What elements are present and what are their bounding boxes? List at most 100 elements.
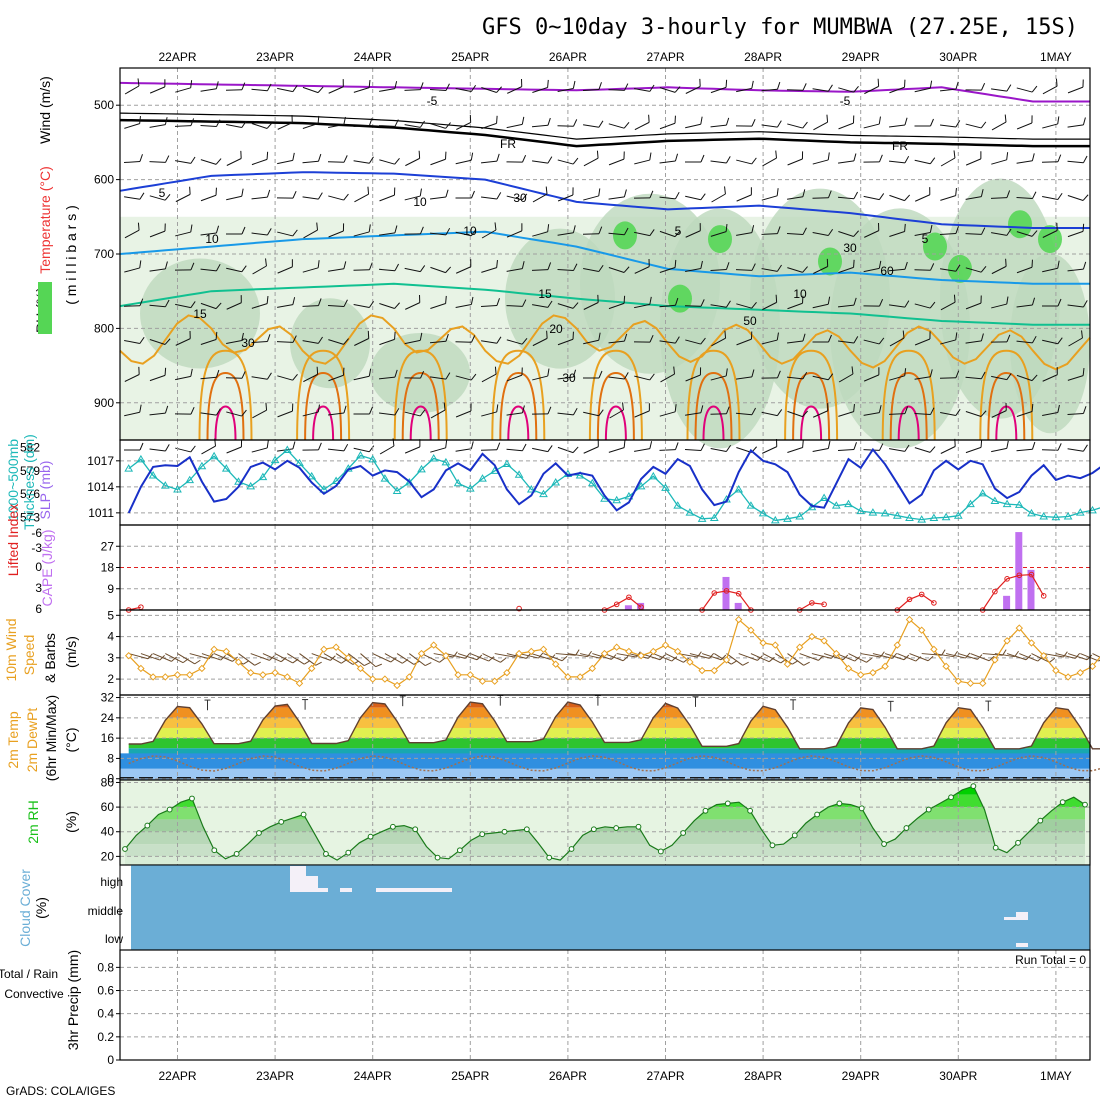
barb-flag <box>775 150 777 159</box>
barb-staff <box>226 195 242 201</box>
wind-speed-point <box>185 671 194 679</box>
barb-staff <box>736 303 752 309</box>
upper-wind-barb <box>252 402 268 419</box>
upper-wind-barb <box>1016 259 1033 274</box>
wind-speed-point <box>1015 624 1024 632</box>
upper-wind-barb <box>634 258 650 274</box>
barb-flag <box>775 294 778 303</box>
barb-staff <box>302 411 319 417</box>
barb-staff <box>226 123 242 129</box>
barb-flag <box>827 440 831 449</box>
barb-staff <box>430 158 446 166</box>
barb-flag <box>165 155 170 163</box>
upper-wind-barb <box>430 151 447 166</box>
barb-staff <box>327 412 345 416</box>
barb-staff <box>1067 412 1084 416</box>
upper-wind-barb <box>888 406 909 415</box>
upper-wind-barb <box>786 227 807 236</box>
boundary-layer-isotherm <box>784 349 839 441</box>
barb-staff <box>506 448 523 452</box>
upper-wind-barb <box>1016 115 1033 130</box>
boundary-layer-isotherm <box>491 349 546 441</box>
chart-title: GFS 0~10day 3-hourly for MUMBWA (27.25E,… <box>482 15 1078 40</box>
barb-staff <box>583 157 599 167</box>
barb-flag <box>215 225 220 234</box>
barb-staff <box>710 231 727 237</box>
wind-speed-point <box>832 649 841 658</box>
upper-wind-barb <box>940 264 961 272</box>
barb-staff <box>965 340 982 344</box>
upper-wind-barb <box>889 444 910 452</box>
upper-wind-barb <box>353 300 375 309</box>
upper-wind-barb <box>863 116 881 129</box>
upper-wind-barb <box>226 409 247 417</box>
barb-staff <box>152 653 172 662</box>
barb-flag <box>929 157 936 165</box>
barb-flag <box>1006 440 1009 449</box>
thickness-line <box>128 449 1100 522</box>
barb-staff <box>455 231 472 237</box>
barb-staff <box>939 377 957 379</box>
barb-flag <box>878 116 881 125</box>
barb-staff <box>838 231 854 237</box>
wind-speed-point <box>417 649 426 658</box>
upper-wind-barb <box>786 83 807 91</box>
top-date-label: 25APR <box>451 50 489 64</box>
barb-flag <box>1057 404 1060 413</box>
barb-staff <box>200 302 217 310</box>
surface-wind-barb <box>909 653 934 662</box>
wind-speed-point <box>600 649 609 658</box>
upper-wind-barb <box>251 372 272 380</box>
upper-wind-barb <box>889 223 906 237</box>
barb-staff <box>711 193 726 203</box>
upper-wind-barb <box>965 189 984 200</box>
barb-flag <box>1082 117 1086 126</box>
upper-wind-barb <box>991 228 1012 236</box>
barb-staff <box>557 338 574 346</box>
barb-flag <box>317 336 323 344</box>
barb-staff <box>710 86 727 94</box>
barb-staff <box>149 161 166 163</box>
barb-flag <box>318 298 322 306</box>
upper-wind-barb <box>225 82 246 91</box>
upper-wind-barb <box>226 188 244 201</box>
surface-wind-barb <box>140 653 165 661</box>
thickness-point <box>270 455 280 464</box>
cape-bar <box>1015 532 1023 610</box>
barb-flag <box>852 115 855 124</box>
thickness-point <box>307 471 317 480</box>
upper-wind-barb <box>965 82 986 91</box>
barb-flag <box>470 403 472 412</box>
barb-flag <box>853 297 857 306</box>
barb-staff <box>659 230 676 238</box>
barb-staff <box>532 304 548 308</box>
upper-wind-barb <box>251 296 269 309</box>
wind-speed-point <box>222 647 231 656</box>
bottom-date-label: 26APR <box>549 1069 587 1083</box>
barb-staff <box>557 87 574 93</box>
li-line <box>799 602 825 611</box>
barb-staff <box>149 374 166 382</box>
upper-wind-barb <box>1068 330 1083 347</box>
upper-wind-barb <box>710 444 732 453</box>
barb-staff <box>404 267 421 273</box>
upper-wind-barb <box>914 118 934 127</box>
thickness-point <box>404 478 414 486</box>
upper-wind-barb <box>200 369 220 380</box>
precip-tick-label: 0.2 <box>97 1030 114 1044</box>
barb-flag <box>190 224 193 233</box>
barb-flag <box>315 661 322 666</box>
barb-staff <box>277 304 293 308</box>
barb-flag <box>802 121 808 129</box>
surface-wind-barb <box>1006 653 1032 661</box>
barb-flag <box>750 331 753 340</box>
barb-staff <box>251 123 268 129</box>
surface-wind-barb <box>445 652 471 659</box>
barb-staff <box>787 447 803 453</box>
barb-flag <box>445 266 452 273</box>
barb-staff <box>379 232 395 236</box>
barb-flag <box>980 333 984 342</box>
barb-staff <box>897 653 917 662</box>
wind-speed-point <box>808 632 816 641</box>
barb-flag <box>418 150 421 159</box>
